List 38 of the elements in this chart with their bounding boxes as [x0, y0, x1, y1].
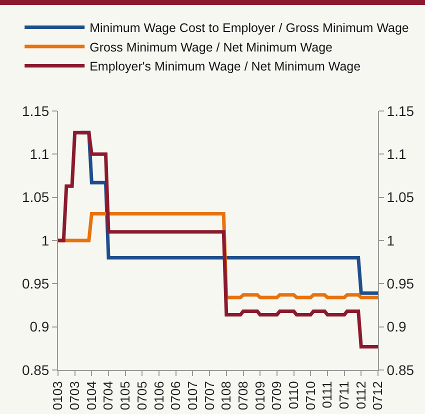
- x-tick-label: 0704: [100, 381, 116, 410]
- y-tick-label: 0.9: [30, 318, 50, 335]
- x-tick-label: 0107: [184, 381, 200, 410]
- y2-tick-label: 0.9: [386, 318, 406, 335]
- y-tick-label: 0.95: [22, 276, 50, 292]
- x-tick-label: 0109: [252, 381, 268, 410]
- x-tick-label: 0112: [353, 381, 368, 410]
- x-tick-label: 0706: [168, 381, 184, 410]
- x-tick-label: 0110: [286, 381, 302, 410]
- x-tick-label: 0709: [269, 381, 284, 410]
- legend-label: Gross Minimum Wage / Net Minimum Wage: [90, 40, 333, 54]
- y2-tick-label: 0.95: [386, 276, 414, 292]
- y2-tick-label: 1.05: [386, 189, 414, 206]
- legend-label: Minimum Wage Cost to Employer / Gross Minimum Wage: [90, 21, 409, 36]
- x-tick-label: 0104: [84, 381, 99, 410]
- x-tick-label: 0711: [336, 381, 352, 410]
- y-tick-label: 1.05: [22, 189, 50, 206]
- y2-tick-label: 1.1: [386, 146, 406, 162]
- legend-label: Employer's Minimum Wage / Net Minimum Wage: [90, 60, 361, 74]
- line-series: [58, 130, 378, 348]
- y-tick-label: 1.1: [30, 146, 50, 162]
- x-tick-label: 0707: [202, 381, 217, 410]
- x-tick-label: 0712: [370, 381, 386, 410]
- y-tick-label: 1: [41, 232, 50, 248]
- x-tick-label: 0708: [235, 381, 250, 410]
- x-tick-label: 0106: [151, 381, 166, 410]
- y-tick-label: 1.15: [22, 102, 50, 119]
- x-tick-label: 0108: [218, 381, 234, 410]
- x-tick-label: 0710: [302, 381, 318, 410]
- y2-tick-label: 0.85: [386, 362, 414, 378]
- x-tick-label: 0111: [320, 381, 335, 408]
- x-tick-label: 0705: [134, 381, 150, 410]
- x-tick-label: 0103: [50, 381, 66, 410]
- x-tick-label: 0703: [67, 381, 82, 410]
- y2-tick-label: 1.15: [386, 102, 414, 119]
- y2-tick-label: 1: [386, 232, 395, 248]
- x-tick-label: 0105: [118, 381, 133, 410]
- y-tick-label: 0.85: [22, 362, 50, 378]
